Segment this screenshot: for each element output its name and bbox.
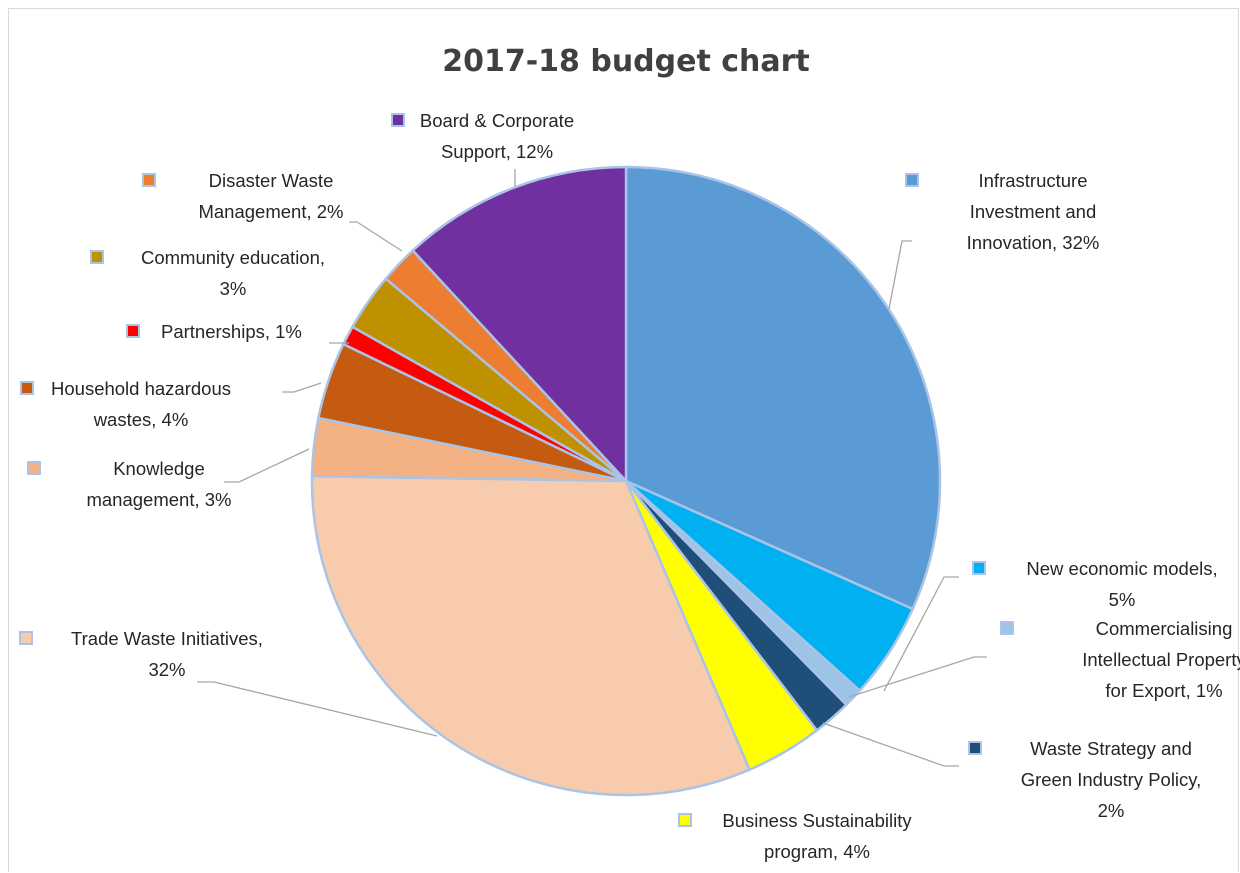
pie-chart: 2017-18 budget chart Infrastructure Inves… xyxy=(19,44,1240,862)
pie-slice xyxy=(310,474,752,797)
label-key-marker xyxy=(19,631,33,645)
label-key-marker xyxy=(1000,621,1014,635)
label-key-marker xyxy=(27,461,41,475)
data-label: 3% xyxy=(220,278,247,299)
leader-line xyxy=(224,448,310,483)
data-label: Community education, xyxy=(141,247,325,268)
data-label: Commercialising xyxy=(1096,618,1233,639)
leader-line xyxy=(888,240,912,310)
label-key-marker xyxy=(905,173,919,187)
data-label: 2% xyxy=(1098,800,1125,821)
label-key-marker xyxy=(678,813,692,827)
label-key-marker xyxy=(90,250,104,264)
data-label: Support, 12% xyxy=(441,141,553,162)
data-label: Partnerships, 1% xyxy=(161,321,302,342)
leader-line xyxy=(883,576,959,692)
data-label: Knowledge xyxy=(113,458,205,479)
data-label: Innovation, 32% xyxy=(967,232,1100,253)
leader-line xyxy=(349,221,403,252)
leader-line xyxy=(822,722,959,767)
data-label: Household hazardous xyxy=(51,378,231,399)
data-label: 5% xyxy=(1109,589,1136,610)
data-label: New economic models, xyxy=(1026,558,1217,579)
data-label: Green Industry Policy, xyxy=(1021,769,1202,790)
pie-slice xyxy=(624,165,942,611)
data-label: for Export, 1% xyxy=(1105,680,1222,701)
data-label: wastes, 4% xyxy=(93,409,189,430)
data-label: Intellectual Property xyxy=(1082,649,1240,670)
data-label: Waste Strategy and xyxy=(1030,738,1192,759)
pie-slice xyxy=(411,165,628,485)
data-label: Disaster Waste xyxy=(209,170,334,191)
chart-title: 2017-18 budget chart xyxy=(442,44,810,79)
label-key-marker xyxy=(20,381,34,395)
data-label: Management, 2% xyxy=(198,201,343,222)
label-key-marker xyxy=(968,741,982,755)
data-label: 32% xyxy=(148,659,185,680)
leader-line xyxy=(282,382,322,393)
label-key-marker xyxy=(126,324,140,338)
chart-frame: 2017-18 budget chart Infrastructure Inves… xyxy=(8,8,1240,872)
leader-line xyxy=(848,656,987,698)
data-label: Board & Corporate xyxy=(420,110,574,131)
data-label: program, 4% xyxy=(764,841,870,862)
data-label: Business Sustainability xyxy=(722,810,912,831)
data-label: Infrastructure xyxy=(979,170,1088,191)
data-label: Investment and xyxy=(970,201,1097,222)
data-label: Trade Waste Initiatives, xyxy=(71,628,263,649)
label-key-marker xyxy=(391,113,405,127)
label-key-marker xyxy=(972,561,986,575)
data-label: management, 3% xyxy=(86,489,231,510)
leader-line xyxy=(197,681,438,737)
label-key-marker xyxy=(142,173,156,187)
